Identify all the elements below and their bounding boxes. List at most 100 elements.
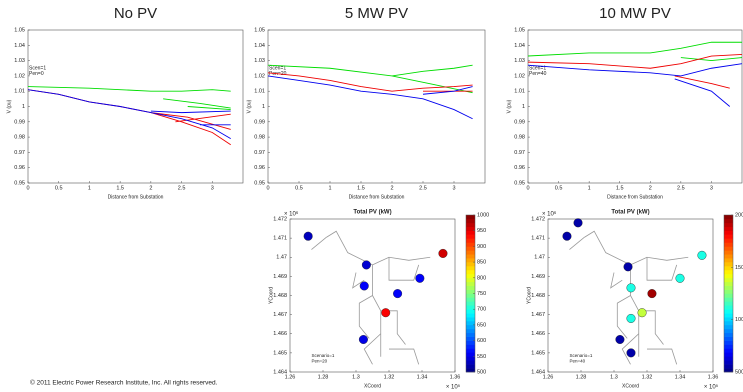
- colorbar-step: [724, 238, 733, 243]
- x-scale-label: × 10⁵: [704, 384, 719, 391]
- colorbar-step: [724, 368, 733, 373]
- y-axis-label: V (pu): [6, 99, 12, 113]
- colorbar-step: [466, 289, 475, 294]
- y-tick-label: 1.466: [531, 331, 545, 337]
- x-tick-label: 1.5: [616, 185, 624, 191]
- x-tick-label: 1.32: [642, 374, 653, 380]
- y-tick-label: 1.05: [514, 27, 525, 33]
- chart-title: 10 MW PV: [599, 5, 671, 22]
- feeder-line: [363, 333, 382, 365]
- y-tick-label: 0.98: [14, 135, 25, 141]
- colorbar-step: [466, 222, 475, 228]
- y-tick-label: 1.469: [531, 274, 545, 280]
- y-tick-label: 1.472: [273, 216, 287, 222]
- y-tick-label: 1.03: [254, 58, 265, 64]
- colorbar-step: [724, 320, 733, 326]
- colorbar-step: [724, 340, 733, 345]
- colorbar-step: [724, 364, 733, 369]
- x-tick-label: 1.36: [708, 374, 719, 380]
- annotation: Pen=0: [29, 71, 44, 77]
- y-axis-label: V (pu): [246, 99, 252, 113]
- x-tick-label: 1.26: [285, 374, 296, 380]
- chart-panel: No PV Distance from Substation V (pu) 0 0.5 1…: [6, 5, 244, 200]
- colorbar-step: [466, 226, 475, 231]
- colorbar-step: [724, 336, 733, 341]
- colorbar-step: [466, 277, 475, 283]
- colorbar-step: [724, 297, 733, 302]
- y-tick-label: 0.99: [254, 119, 265, 125]
- colorbar-step: [466, 293, 475, 298]
- colorbar-tick-label: 1500: [735, 265, 743, 271]
- colorbar-tick-label: 500: [735, 369, 743, 375]
- chart-title: 5 MW PV: [345, 5, 408, 22]
- colorbar-step: [724, 317, 733, 322]
- colorbar-frame: [723, 214, 734, 373]
- y-scale-label: × 10⁶: [284, 211, 299, 218]
- colorbar-step: [724, 281, 733, 286]
- y-tick-label: 0.98: [254, 135, 265, 141]
- colorbar-step: [724, 218, 733, 224]
- y-tick-label: 1.04: [254, 43, 265, 49]
- colorbar-step: [724, 230, 733, 235]
- colorbar-step: [466, 297, 475, 302]
- colorbar-step: [466, 313, 475, 318]
- colorbar-tick-label: 900: [477, 244, 486, 250]
- colorbar-step: [724, 269, 733, 275]
- y-tick-label: 1.464: [273, 369, 287, 375]
- voltage-line: [527, 63, 743, 107]
- pv-site: [415, 273, 425, 283]
- y-tick-label: 1: [522, 104, 525, 110]
- colorbar-step: [466, 230, 475, 235]
- colorbar-step: [466, 273, 475, 279]
- colorbar-step: [724, 348, 733, 353]
- colorbar-step: [466, 320, 475, 326]
- annotation: Scenario=1: [569, 353, 592, 358]
- y-tick-label: 1.471: [531, 236, 545, 242]
- colorbar-step: [724, 313, 733, 318]
- colorbar-step: [466, 269, 475, 275]
- pv-site: [438, 248, 448, 258]
- feeder-line: [372, 256, 431, 266]
- colorbar-step: [466, 234, 475, 239]
- y-tick-label: 1.02: [514, 73, 525, 79]
- x-tick-label: 0: [526, 185, 529, 191]
- colorbar-step: [724, 226, 733, 231]
- colorbar-step: [724, 305, 733, 310]
- colorbar-step: [466, 360, 475, 365]
- x-tick-label: 1: [88, 185, 91, 191]
- y-tick-label: 0.96: [254, 165, 265, 171]
- colorbar-tick-label: 800: [477, 275, 486, 281]
- x-tick-label: 3: [710, 185, 713, 191]
- voltage-line: [527, 54, 743, 89]
- colorbar-step: [466, 364, 475, 369]
- y-axis-label: YCoord: [526, 287, 532, 304]
- colorbar-step: [724, 250, 733, 255]
- chart-title: Total PV (kW): [353, 210, 391, 216]
- colorbar-step: [466, 285, 475, 290]
- colorbar-step: [466, 254, 475, 259]
- y-tick-label: 0.99: [14, 119, 25, 125]
- chart-title: No PV: [114, 5, 157, 22]
- x-axis-label: XCoord: [622, 383, 639, 389]
- plot-frame: [267, 29, 486, 184]
- colorbar-step: [724, 324, 733, 330]
- x-tick-label: 1.5: [116, 185, 124, 191]
- x-tick-label: 2.5: [419, 185, 427, 191]
- colorbar-tick-label: 500: [477, 369, 486, 375]
- colorbar-step: [466, 336, 475, 341]
- colorbar-step: [466, 328, 475, 334]
- x-tick-label: 2: [649, 185, 652, 191]
- x-tick-label: 0: [266, 185, 269, 191]
- x-tick-label: 1.36: [450, 374, 461, 380]
- y-tick-label: 1: [262, 104, 265, 110]
- y-axis-label: YCoord: [268, 287, 274, 304]
- colorbar-tick-label: 700: [477, 307, 486, 313]
- x-tick-label: 3: [211, 185, 214, 191]
- colorbar-step: [724, 352, 733, 357]
- colorbar-step: [724, 254, 733, 259]
- y-tick-label: 0.97: [14, 150, 25, 156]
- annotation: Scen=1: [529, 66, 546, 72]
- y-tick-label: 1.04: [14, 43, 25, 49]
- colorbar-step: [466, 352, 475, 357]
- x-axis-label: XCoord: [364, 383, 381, 389]
